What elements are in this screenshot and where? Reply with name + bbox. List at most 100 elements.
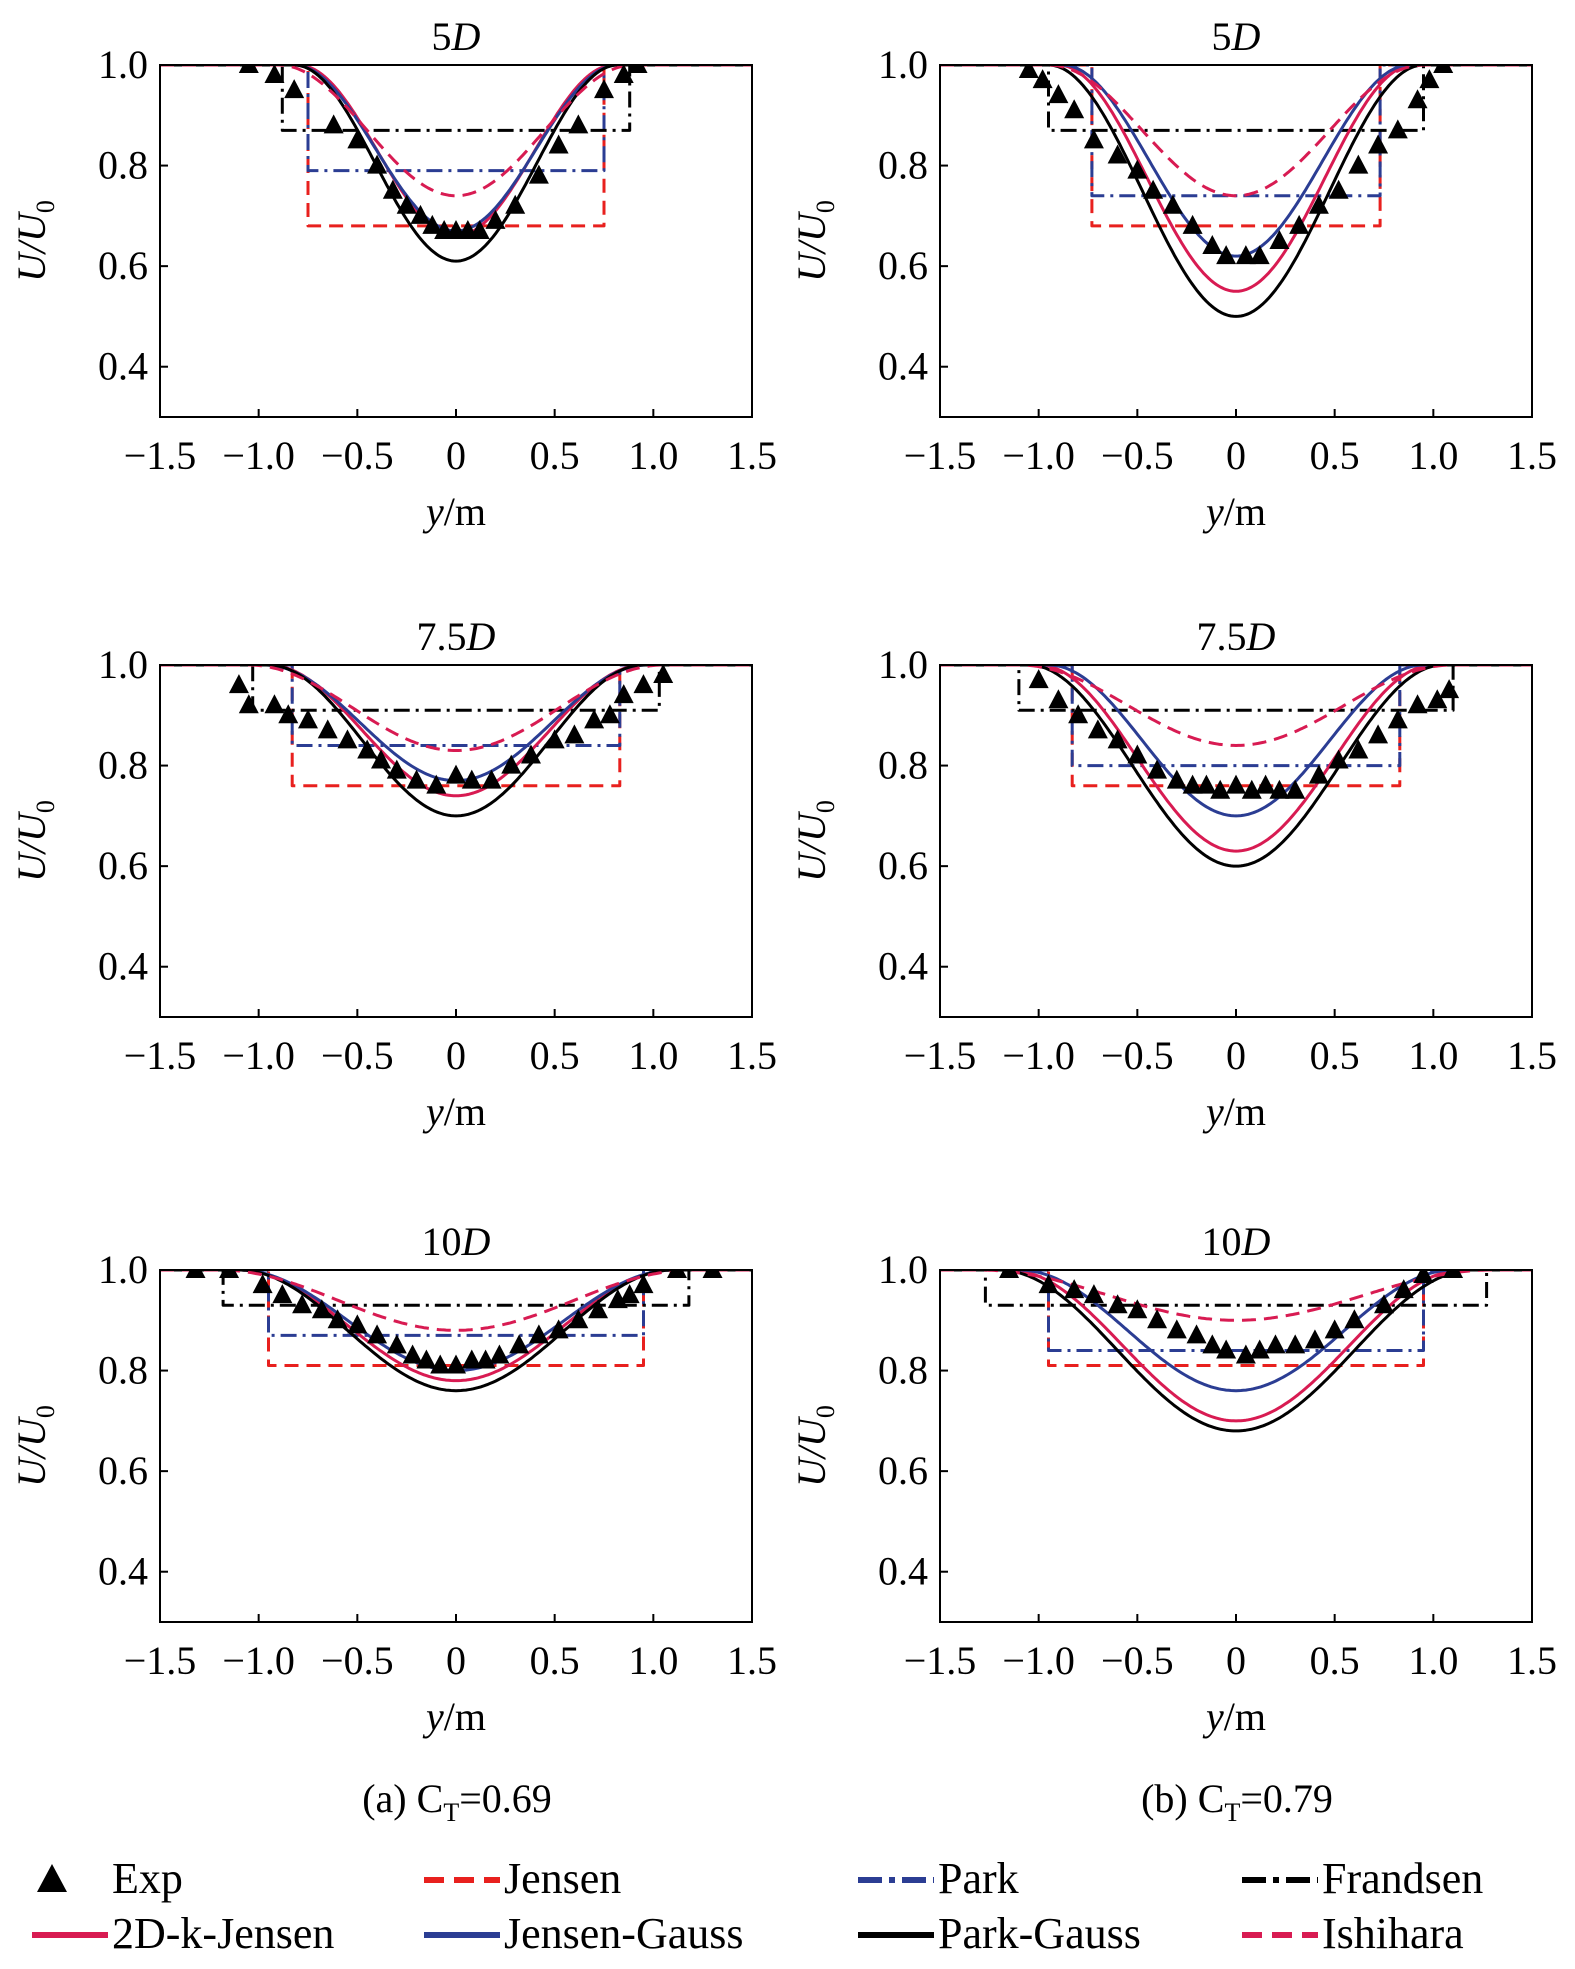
legend-label: Jensen [504, 1854, 621, 1903]
legend-entry-frandsen: Frandsen [1242, 1854, 1483, 1903]
exp-point [357, 739, 378, 759]
exp-point [317, 719, 338, 739]
exp-point [1443, 1270, 1464, 1278]
x-tick-label: 1.0 [628, 1638, 678, 1683]
exp-point [1147, 759, 1168, 779]
x-tick-label: −0.5 [321, 1638, 394, 1683]
x-tick-label: −1.5 [124, 1033, 197, 1078]
subplot-a-7-5d: 7.5D 0.4 0.6 0.8 1.0 −1.5 −1.0 −0.5 0 0.5 1.0 1.5 y/… [9, 614, 777, 1134]
x-tick-label: 1.0 [1408, 1033, 1458, 1078]
exp-point [1285, 779, 1306, 799]
x-tick-label: −1.5 [904, 1033, 977, 1078]
exp-point [1269, 779, 1290, 799]
x-tick-label: 0.5 [1310, 1638, 1360, 1683]
exp-point [667, 1270, 688, 1278]
exp-point [1308, 194, 1329, 214]
exp-point [1107, 1294, 1128, 1314]
exp-point [1210, 779, 1231, 799]
exp-point [396, 194, 417, 214]
exp-point [1182, 214, 1203, 234]
exp-point [999, 1270, 1020, 1278]
legend-entry-park-gauss: Park-Gauss [858, 1909, 1141, 1958]
x-tick-label: −0.5 [321, 1033, 394, 1078]
subplot-grid: 5D 0.4 0.6 0.8 1.0 −1.5 −1.0 −0.5 0 0.5 1.0 1.5 y/m U… [9, 14, 1557, 1739]
exp-point [1328, 749, 1349, 769]
exp-point [1433, 65, 1454, 73]
y-axis-label: U/U0 [9, 200, 60, 282]
y-tick-label: 0.6 [98, 843, 148, 888]
caption-a: (a) CT=0.69 [362, 1776, 552, 1827]
y-axis-label: U/U0 [789, 800, 840, 882]
exp-point [619, 1284, 640, 1304]
exp-point [1032, 69, 1053, 89]
legend-label: 2D-k-Jensen [112, 1909, 334, 1958]
y-tick-label: 0.4 [98, 944, 148, 989]
exp-point [446, 764, 466, 784]
series-ishihara [160, 1270, 752, 1332]
exp-point [1387, 119, 1408, 139]
exp-point [568, 114, 589, 134]
exp-point [264, 65, 285, 84]
legend-label: Exp [112, 1854, 183, 1903]
exp-point [311, 1299, 332, 1319]
series-park [160, 665, 752, 747]
y-axis-label: U/U0 [9, 800, 60, 882]
exp-point [1419, 69, 1440, 89]
exp-point [653, 665, 674, 684]
plot-area [940, 65, 1532, 318]
exp-point [327, 1309, 348, 1329]
exp-point [1166, 769, 1187, 789]
legend-entry-exp: Exp [37, 1854, 183, 1903]
exp-point [509, 1334, 530, 1354]
exp-point [430, 1354, 451, 1374]
plot-area [940, 665, 1532, 868]
exp-point [1265, 1334, 1286, 1354]
exp-point [1241, 779, 1262, 799]
x-tick-label: −0.5 [1101, 1638, 1174, 1683]
x-tick-label: 1.5 [727, 433, 777, 478]
x-tick-label: 1.0 [628, 1033, 678, 1078]
series-frandsen [940, 665, 1532, 712]
exp-point [1182, 774, 1203, 794]
series-park [940, 65, 1532, 198]
exp-point [528, 1324, 549, 1344]
exp-point [185, 1270, 206, 1278]
series-park-gauss [940, 65, 1532, 318]
x-tick-label: −1.5 [124, 1638, 197, 1683]
caption-b: (b) CT=0.79 [1141, 1776, 1333, 1827]
legend-label: Frandsen [1322, 1854, 1483, 1903]
series-park-gauss [160, 65, 752, 263]
exp-point [367, 154, 388, 174]
exp-point [382, 179, 403, 199]
exp-point [402, 1344, 423, 1364]
legend-label: Park [938, 1854, 1019, 1903]
exp-point [548, 1319, 569, 1339]
y-tick-label: 0.8 [878, 743, 928, 788]
exp-point [422, 214, 443, 234]
x-tick-label: 1.5 [727, 1033, 777, 1078]
y-tick-label: 0.6 [878, 843, 928, 888]
exp-point [1087, 719, 1108, 739]
series-exp [999, 1270, 1464, 1364]
x-tick-label: 0 [446, 1638, 466, 1683]
x-tick-label: 0.5 [1310, 433, 1360, 478]
exp-point [1439, 679, 1460, 699]
exp-point [406, 769, 427, 789]
exp-point [1186, 1324, 1207, 1344]
y-tick-label: 1.0 [878, 1247, 928, 1292]
exp-point [446, 1354, 466, 1374]
y-axis-label: U/U0 [9, 1405, 60, 1487]
x-axis-label: y/m [1202, 1694, 1266, 1739]
subplot-title: 10D [422, 1219, 491, 1264]
subplot-b-5d: 5D 0.4 0.6 0.8 1.0 −1.5 −1.0 −0.5 0 0.5 1.0 1.5 y/m U… [789, 14, 1557, 534]
exp-point [1202, 235, 1223, 255]
series-frandsen [160, 665, 752, 712]
exp-point [1127, 744, 1148, 764]
x-tick-label: 0.5 [530, 1638, 580, 1683]
series-jensen-gauss [940, 65, 1532, 258]
exp-point [337, 729, 358, 749]
series-ishihara [940, 665, 1532, 747]
y-tick-label: 1.0 [98, 42, 148, 87]
x-tick-label: −0.5 [321, 433, 394, 478]
y-tick-label: 0.6 [98, 1448, 148, 1493]
